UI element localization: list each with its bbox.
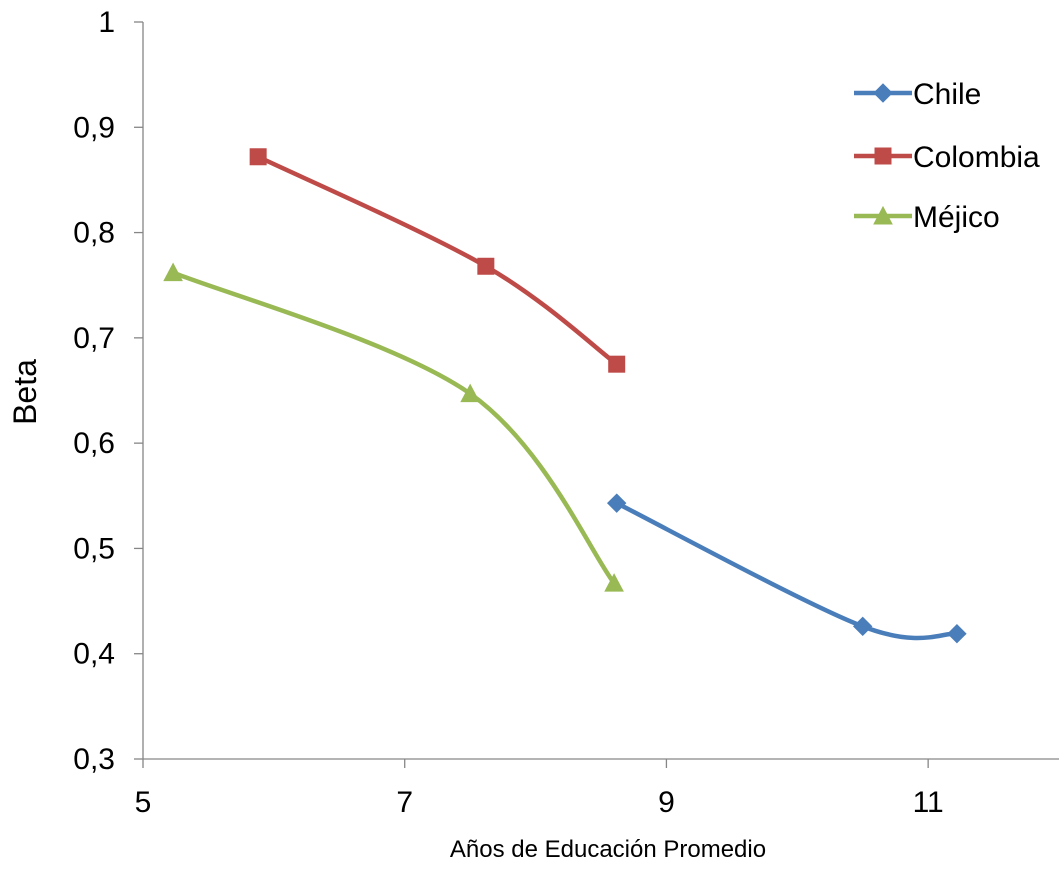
x-tick-label: 9 <box>658 786 675 819</box>
data-point-chile <box>606 493 627 513</box>
y-tick-label: 0,8 <box>73 217 115 250</box>
x-tick-label: 5 <box>135 786 152 819</box>
x-axis-title: Años de Educación Promedio <box>450 836 766 863</box>
legend-label-chile: Chile <box>913 78 981 111</box>
y-tick-label: 0,5 <box>73 532 115 565</box>
y-axis-title: Beta <box>7 359 43 425</box>
series-line-colombia <box>255 154 619 367</box>
legend-item-colombia: Colombia <box>854 141 1040 174</box>
y-tick-label: 0,9 <box>73 111 115 144</box>
axes: 0,3 0,4 0,5 0,6 0,7 0,8 0,9 1 5 7 9 11 <box>73 6 1059 819</box>
legend-marker-chile <box>873 83 893 103</box>
legend-marker-colombia <box>874 147 892 165</box>
legend-item-chile: Chile <box>854 78 981 111</box>
data-point-mejico <box>163 262 183 282</box>
data-point-colombia <box>608 355 626 373</box>
series-colombia <box>249 148 626 373</box>
series-line-mejico <box>170 270 617 586</box>
data-point-chile <box>947 624 967 644</box>
y-tick-label: 0,7 <box>73 322 115 355</box>
x-tick-label: 7 <box>396 786 413 819</box>
x-tick-label: 11 <box>913 786 944 819</box>
legend-marker-mejico <box>873 205 893 225</box>
series-chile <box>606 493 967 644</box>
legend-label-colombia: Colombia <box>913 141 1040 174</box>
data-point-mejico <box>460 383 480 403</box>
legend: Chile Colombia Méjico <box>854 78 1040 234</box>
series-group <box>163 148 967 644</box>
data-point-mejico <box>604 573 624 592</box>
legend-item-mejico: Méjico <box>854 201 1000 234</box>
series-mejico <box>163 262 624 592</box>
y-tick-label: 0,4 <box>73 638 115 671</box>
data-point-chile <box>853 616 873 637</box>
y-tick-label: 0,6 <box>73 427 115 460</box>
data-point-colombia <box>249 148 267 166</box>
y-tick-label: 0,3 <box>73 743 115 776</box>
legend-label-mejico: Méjico <box>913 201 1000 234</box>
y-tick-label: 1 <box>98 6 115 39</box>
series-line-chile <box>614 500 960 641</box>
data-point-colombia <box>477 257 495 275</box>
